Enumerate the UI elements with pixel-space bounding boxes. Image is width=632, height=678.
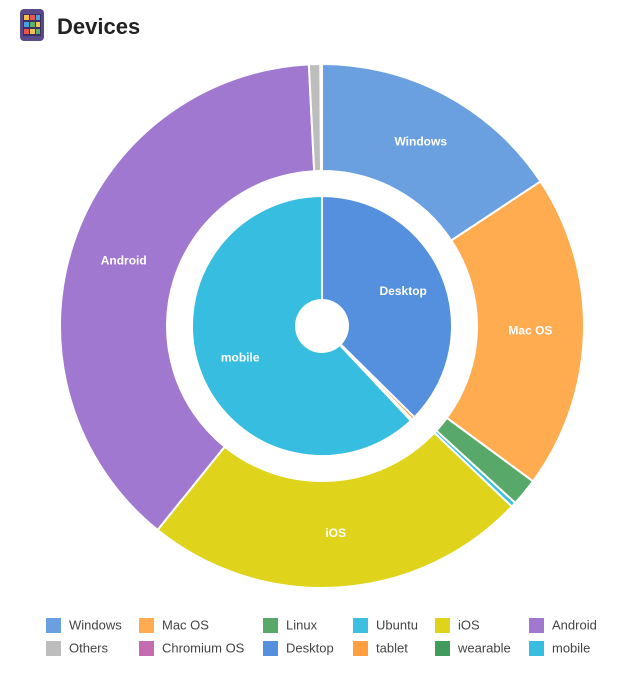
legend-swatch xyxy=(435,641,450,656)
title-icon xyxy=(20,9,44,41)
legend-swatch xyxy=(46,618,61,633)
slice-label: Desktop xyxy=(380,284,427,298)
slice xyxy=(321,62,542,242)
legend-swatch xyxy=(263,618,278,633)
legend-label: Windows xyxy=(69,617,122,632)
slice xyxy=(445,180,585,483)
legend-swatch xyxy=(139,641,154,656)
legend-swatch xyxy=(435,618,450,633)
legend-swatch xyxy=(353,618,368,633)
slice-label: Android xyxy=(101,254,147,268)
legend-label: Mac OS xyxy=(162,617,209,632)
slice xyxy=(59,63,316,532)
legend-swatch xyxy=(139,618,154,633)
slice-label: mobile xyxy=(221,351,260,365)
legend-swatch xyxy=(263,641,278,656)
legend-label: mobile xyxy=(552,640,590,655)
chart-title: Devices xyxy=(57,14,140,39)
legend-swatch xyxy=(353,641,368,656)
legend-swatch xyxy=(529,641,544,656)
legend-label: wearable xyxy=(457,640,511,655)
slice xyxy=(156,431,514,589)
slice-label: iOS xyxy=(325,526,346,540)
slice xyxy=(191,194,413,457)
legend-label: Linux xyxy=(286,617,318,632)
legend-label: Chromium OS xyxy=(162,640,245,655)
slice-label: Windows xyxy=(394,135,447,149)
legend-swatch xyxy=(529,618,544,633)
legend-label: Ubuntu xyxy=(376,617,418,632)
legend-swatch xyxy=(46,641,61,656)
slice xyxy=(321,194,453,419)
legend-label: Others xyxy=(69,640,109,655)
legend-label: Desktop xyxy=(286,640,334,655)
legend-label: tablet xyxy=(376,640,408,655)
legend-label: iOS xyxy=(458,617,480,632)
slice-label: Mac OS xyxy=(508,323,552,337)
legend-label: Android xyxy=(552,617,597,632)
slice xyxy=(319,62,323,173)
